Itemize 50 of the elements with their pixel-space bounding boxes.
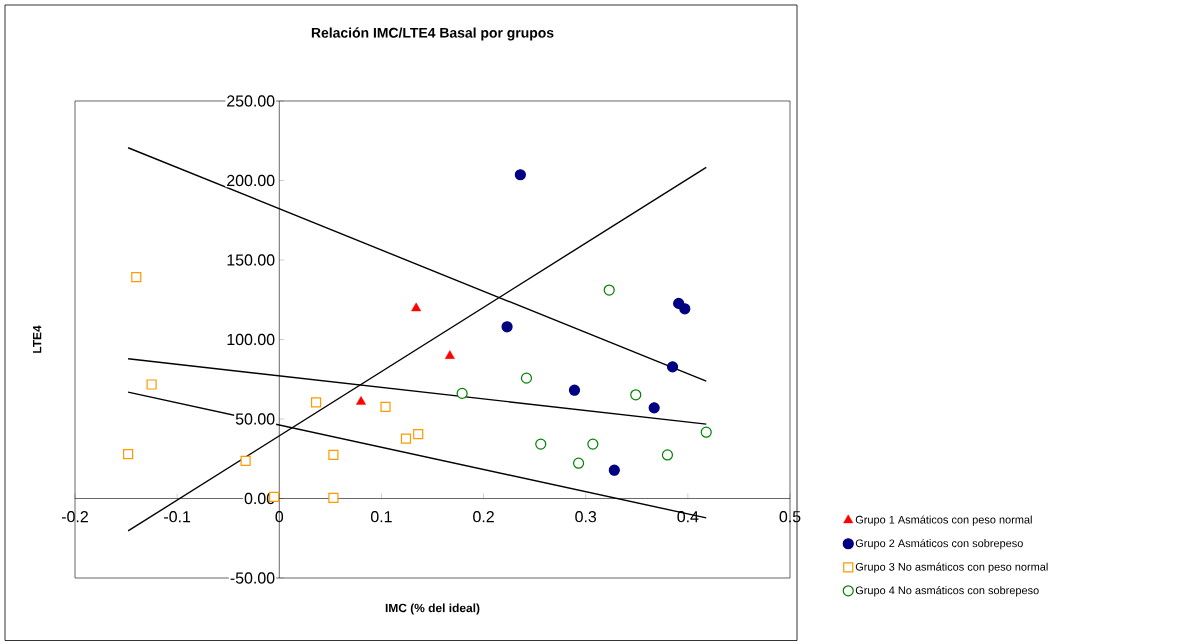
point (608, 464, 620, 476)
legend-label: Grupo 1 Asmáticos con peso normal (855, 515, 1032, 526)
y-tick-label: 50.00 (235, 413, 275, 425)
point (520, 372, 533, 384)
legend-label: Grupo 3 No asmáticos con peso normal (855, 562, 1048, 573)
point (328, 492, 339, 503)
point (310, 397, 322, 408)
y-tick-label: 100.00 (227, 333, 275, 346)
y-axis-title: LTE4 (33, 325, 42, 353)
point (603, 284, 615, 296)
x-tick-label: 0.4 (677, 511, 699, 523)
point (700, 426, 712, 438)
legend-label: Grupo 2 Asmáticos con sobrepeso (855, 538, 1023, 550)
point (666, 361, 679, 373)
point (568, 384, 581, 396)
x-tick-label: 0.1 (370, 511, 392, 523)
y-tick-label: -50.00 (230, 572, 275, 584)
y-tick-label: 250.00 (227, 95, 275, 107)
point (514, 169, 526, 181)
point (679, 303, 691, 315)
point (661, 449, 674, 461)
x-tick-label: 0 (275, 511, 284, 523)
point (328, 449, 339, 461)
point (535, 438, 547, 450)
point (413, 429, 424, 440)
legend-label: Grupo 4 No asmáticos con sobrepeso (855, 586, 1039, 597)
point (356, 396, 366, 405)
point (456, 387, 468, 399)
x-tick-label: -0.1 (164, 511, 191, 523)
point (380, 401, 391, 413)
y-tick-label: 150.00 (227, 254, 275, 266)
chart-title: Relación IMC/LTE4 Basal por grupos (311, 27, 554, 41)
point (240, 455, 251, 466)
point (501, 321, 513, 333)
y-tick-label: 200.00 (227, 174, 275, 187)
point (587, 438, 599, 450)
point (123, 449, 134, 460)
x-tick-label: -0.2 (61, 511, 88, 523)
point (411, 302, 422, 312)
x-tick-label: 0.3 (575, 511, 597, 523)
point (648, 402, 660, 414)
point (444, 350, 455, 359)
point (572, 457, 585, 469)
point (146, 379, 157, 390)
x-tick-label: 0.2 (473, 511, 494, 523)
x-axis-title: IMC (% del ideal) (385, 603, 480, 615)
point (131, 272, 142, 283)
x-tick-label: 0.5 (779, 511, 801, 523)
point (400, 433, 412, 444)
point (630, 389, 642, 401)
